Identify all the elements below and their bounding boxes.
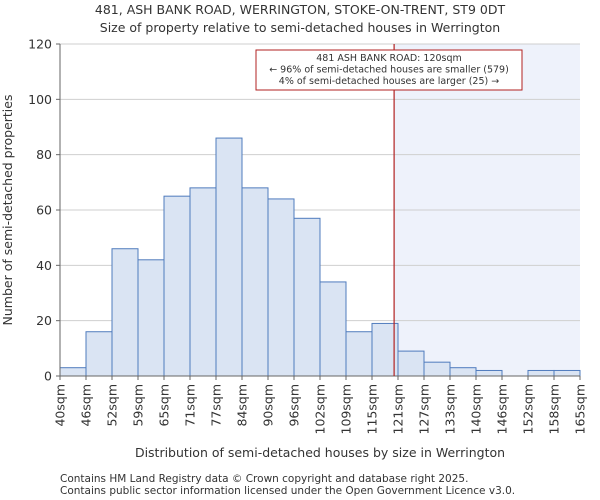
y-axis-label: Number of semi-detached properties <box>0 95 15 326</box>
bar <box>267 198 295 377</box>
x-tick-label: 46sqm <box>79 384 94 427</box>
y-tick-label: 100 <box>28 92 52 107</box>
x-tick-label: 158sqm <box>547 384 562 434</box>
bar <box>319 281 347 377</box>
x-tick-label: 52sqm <box>105 384 120 427</box>
bar <box>345 331 373 377</box>
y-tick-label: 20 <box>36 313 52 328</box>
bar <box>475 369 503 377</box>
bar <box>137 259 165 377</box>
bar <box>215 137 243 377</box>
bar <box>241 187 269 377</box>
x-tick-label: 77sqm <box>209 384 224 427</box>
bar <box>293 217 321 377</box>
footer-line-2: Contains public sector information licen… <box>60 485 515 497</box>
annotation-line-1: 481 ASH BANK ROAD: 120sqm <box>316 53 462 64</box>
annotation-box <box>255 49 523 91</box>
annotation-line-3: 4% of semi-detached houses are larger (2… <box>279 76 499 87</box>
chart-title: 481, ASH BANK ROAD, WERRINGTON, STOKE-ON… <box>95 2 506 17</box>
x-tick-label: 102sqm <box>313 384 328 434</box>
x-tick-label: 121sqm <box>391 384 406 434</box>
x-tick-label: 115sqm <box>365 384 380 434</box>
x-tick-label: 84sqm <box>235 384 250 427</box>
y-tick-label: 120 <box>28 37 52 52</box>
x-tick-label: 146sqm <box>495 384 510 434</box>
x-tick-label: 90sqm <box>261 384 276 427</box>
bar <box>553 369 581 377</box>
y-tick-label: 80 <box>36 147 52 162</box>
bar <box>59 367 87 377</box>
plot-area: 0 20 40 60 80 100 120 40sqm 46sqm 52sqm 59sqm 65sqm… <box>28 37 587 435</box>
x-axis-label: Distribution of semi-detached houses by … <box>135 445 505 460</box>
chart-subtitle: Size of property relative to semi-detach… <box>100 20 500 35</box>
x-tick-label: 96sqm <box>287 384 302 427</box>
x-tick-label: 127sqm <box>417 384 432 434</box>
x-tick-label: 65sqm <box>157 384 172 427</box>
footer-line-1: Contains HM Land Registry data © Crown c… <box>60 473 468 485</box>
y-tick-label: 40 <box>36 258 52 273</box>
bar <box>189 187 217 377</box>
x-tick-label: 71sqm <box>183 384 198 427</box>
x-tick-label: 109sqm <box>339 384 354 434</box>
bar <box>397 350 425 377</box>
x-tick-label: 133sqm <box>443 384 458 434</box>
bar <box>163 195 191 377</box>
bar <box>449 367 477 377</box>
x-tick-label: 59sqm <box>131 384 146 427</box>
x-tick-label: 40sqm <box>53 384 68 427</box>
annotation-line-2: ← 96% of semi-detached houses are smalle… <box>269 65 509 76</box>
y-tick-label: 0 <box>44 369 52 384</box>
bar <box>527 369 555 377</box>
x-tick-label: 165sqm <box>573 384 588 434</box>
bar <box>423 361 451 377</box>
x-tick-label: 152sqm <box>521 384 536 434</box>
x-tick-label: 140sqm <box>469 384 484 434</box>
bar <box>111 248 139 377</box>
y-tick-label: 60 <box>36 203 52 218</box>
bar <box>85 331 113 377</box>
